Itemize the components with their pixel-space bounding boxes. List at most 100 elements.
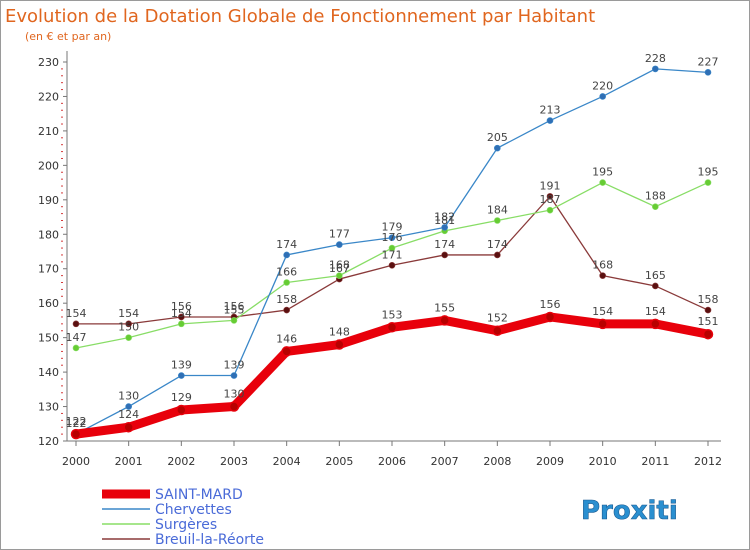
data-point-chervettes [599,93,606,100]
x-tick-label: 2007 [431,455,459,468]
data-point-chervettes [125,403,132,410]
x-tick-label: 2010 [589,455,617,468]
data-label-saint-mard: 148 [329,326,350,339]
y-tick-label: 210 [38,125,59,138]
data-label-chervettes: 174 [276,238,297,251]
data-label-breuil-la-r-orte: 174 [434,238,455,251]
data-label-surg-res: 154 [171,307,192,320]
data-label-surg-res: 166 [276,266,297,279]
data-label-saint-mard: 154 [592,305,613,318]
data-label-surg-res: 195 [592,166,613,179]
data-label-breuil-la-r-orte: 154 [66,307,87,320]
data-label-surg-res: 188 [645,190,666,203]
data-label-saint-mard: 151 [698,315,719,328]
data-label-chervettes: 179 [382,221,403,234]
data-label-breuil-la-r-orte: 165 [645,269,666,282]
data-label-surg-res: 155 [224,303,245,316]
data-point-saint-mard [176,404,187,416]
y-tick-label: 170 [38,263,59,276]
data-point-surg-res [494,217,501,224]
data-label-breuil-la-r-orte: 158 [276,293,297,306]
data-label-breuil-la-r-orte: 156 [171,300,192,313]
y-tick-label: 120 [38,435,59,448]
x-tick-label: 2001 [115,455,143,468]
data-point-breuil-la-r-orte [441,251,448,259]
data-label-saint-mard: 153 [382,308,403,321]
data-label-surg-res: 195 [698,166,719,179]
x-tick-label: 2009 [536,455,564,468]
data-point-saint-mard [650,318,661,330]
data-point-saint-mard [281,346,292,357]
data-point-breuil-la-r-orte [178,313,185,321]
ticks-layer: 120 130 140 150 160 170 180 190 200 210 220 230 2000… [38,56,722,468]
data-label-chervettes: 205 [487,131,508,144]
data-point-surg-res [283,279,290,286]
data-point-saint-mard [544,311,556,323]
data-point-breuil-la-r-orte [72,320,80,328]
data-label-breuil-la-r-orte: 158 [698,293,719,306]
data-label-breuil-la-r-orte: 191 [540,179,561,192]
proxiti-logo: Proxiti [581,496,678,527]
x-tick-label: 2004 [273,455,301,468]
data-point-chervettes [652,65,659,73]
data-point-chervettes [336,241,343,248]
data-label-saint-mard: 154 [645,305,666,318]
data-label-breuil-la-r-orte: 167 [329,262,350,275]
data-label-surg-res: 184 [487,203,508,216]
data-label-chervettes: 139 [171,359,192,372]
x-tick-label: 2005 [325,455,353,468]
data-label-surg-res: 181 [434,214,455,227]
data-point-saint-mard [228,401,240,412]
data-point-breuil-la-r-orte [283,306,290,314]
data-label-saint-mard: 122 [66,415,87,428]
data-point-breuil-la-r-orte [652,282,659,290]
data-point-breuil-la-r-orte [388,261,396,269]
legend-label-breuil-la-r-orte: Breuil-la-Réorte [155,532,264,548]
data-label-surg-res: 168 [329,259,350,272]
y-tick-label: 230 [38,56,59,69]
y-tick-label: 160 [38,297,59,310]
data-label-surg-res: 187 [540,193,561,206]
data-label-saint-mard: 156 [540,298,561,311]
y-tick-label: 150 [38,332,59,345]
data-label-saint-mard: 124 [118,408,139,421]
data-point-chervettes [441,224,448,231]
data-point-breuil-la-r-orte [599,272,606,279]
data-point-breuil-la-r-orte [704,306,712,314]
x-tick-label: 2012 [694,455,722,468]
data-point-saint-mard [70,428,82,440]
data-label-saint-mard: 130 [224,388,245,401]
data-point-surg-res [652,203,659,211]
y-tick-label: 180 [38,228,59,241]
data-point-surg-res [704,179,712,186]
series-layer [70,65,714,440]
data-point-chervettes [546,117,554,124]
data-label-breuil-la-r-orte: 174 [487,238,508,251]
data-label-surg-res: 150 [118,321,139,334]
data-label-breuil-la-r-orte: 171 [382,248,403,261]
y-tick-label: 220 [38,90,59,103]
data-point-chervettes [178,372,185,379]
data-label-chervettes: 213 [540,104,561,117]
data-label-breuil-la-r-orte: 168 [592,259,613,272]
x-tick-label: 2003 [220,455,248,468]
data-label-chervettes: 139 [224,359,245,372]
data-label-saint-mard: 155 [434,301,455,314]
x-tick-label: 2011 [641,455,669,468]
data-point-saint-mard [123,421,134,433]
logo-text: Proxiti [581,496,678,526]
data-point-chervettes [230,372,238,379]
data-label-chervettes: 227 [698,55,719,68]
data-point-surg-res [125,334,132,341]
data-point-breuil-la-r-orte [125,320,132,328]
legend-label-saint-mard: SAINT-MARD [155,487,243,503]
data-point-surg-res [336,272,343,279]
x-tick-label: 2006 [378,455,406,468]
data-label-saint-mard: 152 [487,312,508,325]
legend: SAINT-MARDChervettesSurgèresBreuil-la-Ré… [102,487,264,548]
x-tick-label: 2000 [62,455,90,468]
data-label-chervettes: 220 [592,79,613,92]
data-point-saint-mard [702,328,714,340]
data-point-saint-mard [597,318,608,330]
